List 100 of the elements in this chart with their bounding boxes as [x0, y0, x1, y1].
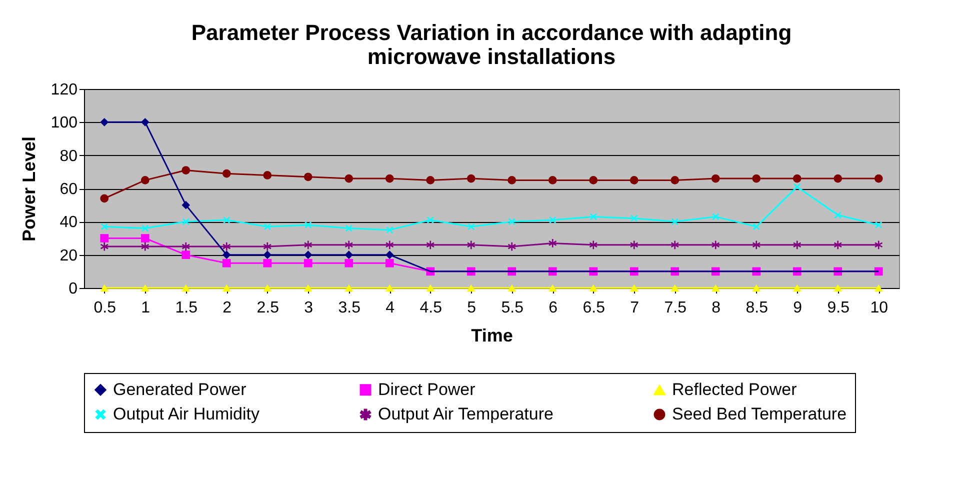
point: [712, 213, 720, 220]
point: [182, 166, 190, 174]
legend-label: Generated Power: [113, 380, 247, 399]
point: [345, 224, 352, 232]
point: [304, 222, 312, 228]
legend-label: Direct Power: [378, 380, 476, 399]
x-tick-label: 3.5: [338, 300, 361, 316]
point: [875, 222, 882, 228]
x-tick-label: 2.5: [256, 300, 280, 316]
point: [630, 176, 638, 184]
x-tick-label: 3: [304, 300, 314, 316]
point: [874, 240, 883, 250]
point: [263, 242, 272, 251]
x-tick-label: 1: [141, 300, 150, 316]
point: [874, 174, 883, 183]
x-tick-label: 2: [222, 300, 232, 316]
legend-label: Reflected Power: [672, 380, 798, 400]
legend-label: Seed Bed Temperature: [672, 404, 847, 424]
point: [140, 284, 150, 292]
point: [508, 176, 516, 184]
point: [100, 223, 108, 230]
x-tick-label: 7.5: [664, 300, 687, 316]
point: [304, 284, 312, 292]
point: [263, 171, 272, 180]
point: [792, 174, 802, 183]
point: [344, 284, 354, 292]
point: [670, 176, 680, 184]
point: [508, 242, 516, 251]
point: [589, 240, 598, 250]
x-tick-label: 10: [870, 300, 888, 316]
point: [630, 284, 638, 292]
point: [223, 216, 230, 224]
legend-label: Output Air Humidity: [113, 404, 260, 424]
point: [344, 174, 354, 183]
point: [792, 284, 802, 292]
point: [834, 174, 842, 183]
point: [182, 242, 190, 251]
point: [670, 240, 679, 250]
y-tick-label: 120: [50, 82, 78, 98]
point: [426, 176, 435, 184]
point: [263, 284, 272, 292]
point: [466, 284, 476, 292]
y-tick-label: 40: [60, 214, 78, 232]
point: [508, 218, 516, 226]
point: [752, 240, 760, 250]
y-axis-title: Power Level: [18, 136, 39, 242]
point: [589, 284, 598, 292]
x-tick-label: 9.5: [827, 300, 850, 316]
point: [590, 213, 597, 220]
point: [344, 240, 353, 250]
x-tick-label: 9: [793, 300, 802, 316]
chart-title: Parameter Process Variation in accordance with adapting microwave installations: [191, 20, 792, 69]
point: [467, 240, 476, 250]
x-axis-title: Time: [471, 326, 513, 346]
point: [100, 194, 109, 203]
point: [752, 174, 761, 183]
point: [263, 258, 272, 268]
point: [711, 284, 720, 292]
x-tick-label: 6: [548, 300, 558, 316]
point: [548, 239, 557, 248]
x-tick-label: 4: [386, 300, 395, 316]
point: [711, 174, 720, 183]
point: [385, 258, 394, 268]
point: [222, 284, 231, 292]
x-tick-label: 8.5: [746, 300, 768, 316]
x-tick-label: 8: [712, 300, 721, 316]
point: [752, 223, 760, 230]
point: [141, 242, 150, 251]
point: [548, 284, 557, 292]
point: [182, 218, 190, 226]
legend-label: Output Air Temperature: [378, 404, 554, 424]
x-tick-label: 1.5: [175, 300, 198, 316]
point: [508, 284, 516, 292]
point: [834, 240, 842, 250]
point: [548, 176, 557, 184]
point: [426, 216, 434, 224]
point: [222, 258, 231, 268]
point: [589, 176, 598, 184]
point: [182, 250, 190, 260]
y-tick-label: 80: [60, 148, 78, 165]
point: [182, 284, 190, 292]
y-tick-label: 20: [60, 247, 78, 264]
point: [630, 214, 638, 222]
x-tick-label: 6.5: [582, 300, 606, 316]
point: [834, 284, 842, 292]
point: [264, 223, 271, 230]
point: [834, 212, 842, 218]
x-tick-label: 0.5: [94, 300, 116, 316]
point: [426, 240, 434, 250]
point: [142, 224, 149, 232]
point: [386, 240, 394, 250]
x-tick-label: 5.5: [501, 300, 524, 316]
point: [874, 284, 883, 292]
point: [630, 240, 638, 250]
point: [752, 284, 761, 292]
y-tick-label: 100: [50, 114, 78, 132]
x-tick-label: 7: [630, 300, 640, 316]
point: [794, 183, 801, 190]
point: [100, 234, 109, 242]
point: [468, 223, 475, 230]
